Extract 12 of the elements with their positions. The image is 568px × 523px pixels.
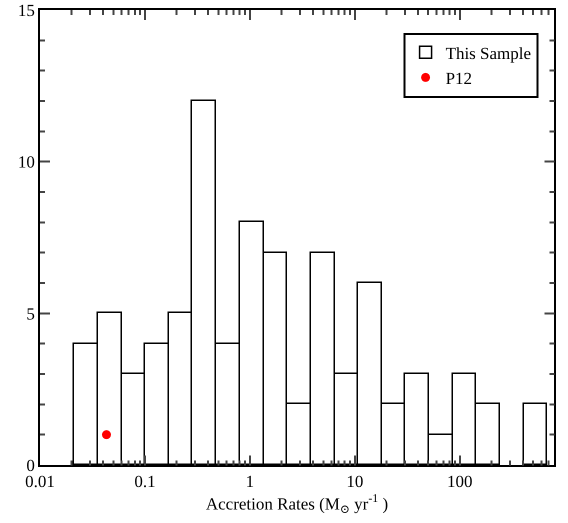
x-tick-label: 10	[346, 472, 364, 492]
y-tick-label: 10	[18, 152, 35, 172]
x-axis-title: Accretion Rates (M$_{⊙}$ yr$^{-1}$ )	[206, 491, 388, 516]
legend-label: This Sample	[446, 44, 532, 63]
y-tick-label: 5	[26, 304, 35, 324]
y-tick-label: 15	[18, 0, 35, 20]
x-tick-label: 1	[246, 472, 254, 492]
x-tick-label: 0.1	[134, 472, 156, 492]
y-tick-label: 0	[26, 456, 35, 475]
legend-label: P12	[446, 69, 472, 88]
x-tick-label: 0.01	[25, 472, 55, 492]
x-tick-label: 100	[447, 472, 473, 492]
